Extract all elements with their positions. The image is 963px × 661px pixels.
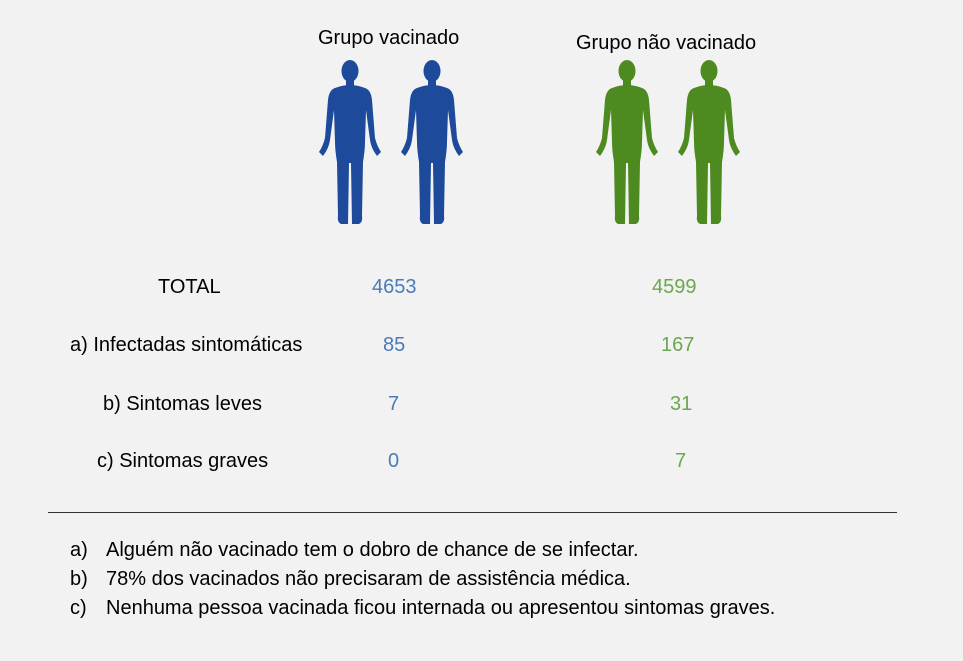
note-letter: a) [70,539,88,561]
note-text: Nenhuma pessoa vacinada ficou internada … [106,597,776,619]
value-total-unvaccinated: 4599 [652,276,697,298]
value-severe-unvaccinated: 7 [675,450,687,472]
person-icon-vaccinated-2 [401,60,463,224]
value-mild-unvaccinated: 31 [670,393,693,415]
value-infected-vaccinated: 85 [383,334,406,356]
divider-line [48,512,897,513]
value-infected-unvaccinated: 167 [661,334,695,356]
note-item: a) Alguém não vacinado tem o dobro de ch… [70,536,775,565]
value-mild-vaccinated: 7 [388,393,400,415]
person-icon-unvaccinated-1 [596,60,658,224]
person-icon-vaccinated-1 [319,60,381,224]
note-text: Alguém não vacinado tem o dobro de chanc… [106,539,639,561]
note-letter: b) [70,568,88,590]
note-item: c) Nenhuma pessoa vacinada ficou interna… [70,594,775,623]
person-icon-unvaccinated-2 [678,60,740,224]
value-severe-vaccinated: 0 [388,450,400,472]
vaccinated-group-title: Grupo vacinado [318,27,460,49]
row-label-mild: b) Sintomas leves [103,393,262,415]
notes-list: a) Alguém não vacinado tem o dobro de ch… [70,536,775,623]
note-letter: c) [70,597,87,619]
unvaccinated-group-title: Grupo não vacinado [576,32,757,54]
row-label-total: TOTAL [158,276,221,298]
row-label-infected: a) Infectadas sintomáticas [70,334,303,356]
row-label-severe: c) Sintomas graves [97,450,269,472]
value-total-vaccinated: 4653 [372,276,417,298]
note-item: b) 78% dos vacinados não precisaram de a… [70,565,775,594]
note-text: 78% dos vacinados não precisaram de assi… [106,568,631,590]
